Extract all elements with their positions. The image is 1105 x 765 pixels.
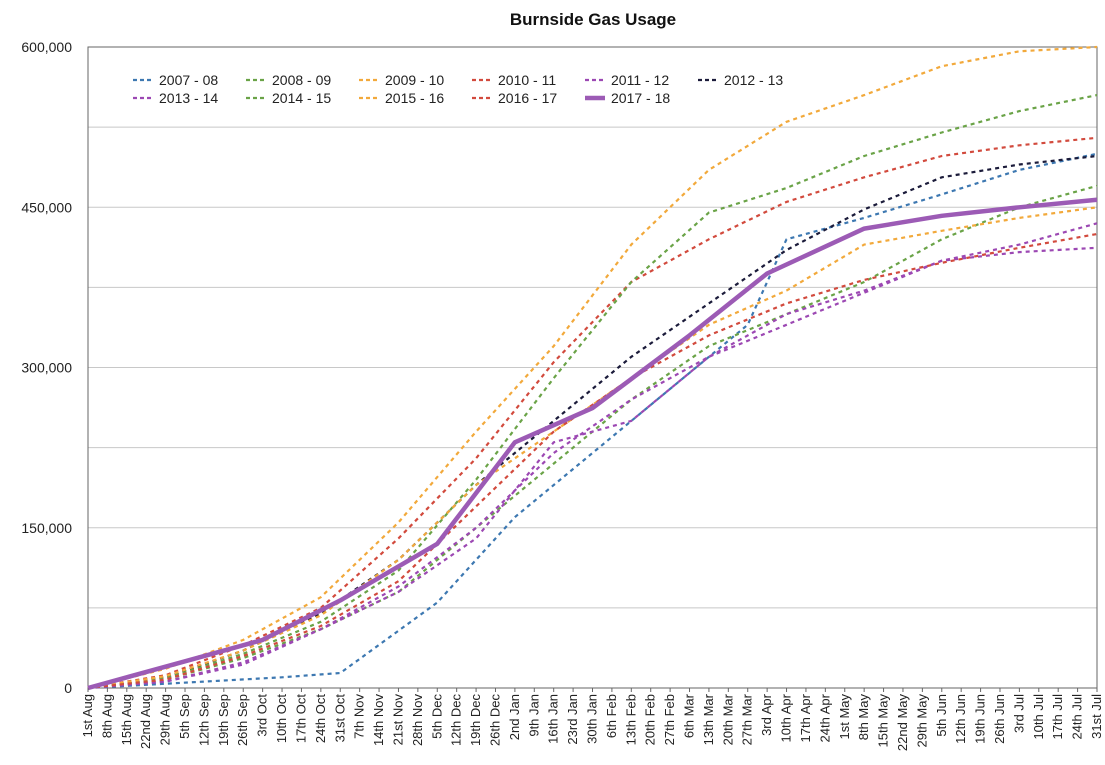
series-line [87,197,1098,691]
x-tick-label: 13th Mar [701,693,716,745]
x-tick-label: 23rd Jan [565,694,580,745]
x-tick-label: 14th Nov [371,694,386,747]
series-line [87,152,1098,690]
x-tick-label: 29th Aug [158,694,173,745]
y-tick-label: 450,000 [21,199,72,215]
y-tick-label: 300,000 [21,360,72,376]
x-tick-label: 26th Dec [487,694,502,747]
x-tick-label: 12th Jun [953,694,968,744]
x-tick-label: 6th Mar [682,693,697,738]
legend-label: 2014 - 15 [272,90,331,106]
legend-label: 2016 - 17 [498,90,557,106]
series-line [87,94,1098,690]
x-tick-label: 31st Oct [332,694,347,743]
series-line [87,232,1098,690]
x-tick-label: 6th Feb [604,694,619,738]
legend-label: 2015 - 16 [385,90,444,106]
x-tick-label: 31st Jul [1089,694,1104,739]
series-line [87,45,1098,690]
x-tick-label: 19th Jun [973,694,988,744]
y-tick-label: 150,000 [21,520,72,536]
x-tick-label: 24th Jul [1070,694,1085,740]
legend-label: 2008 - 09 [272,72,331,88]
legend-label: 2010 - 11 [498,72,556,88]
x-tick-label: 17th Jul [1050,694,1065,740]
x-tick-label: 21st Nov [390,694,405,746]
y-tick-label: 0 [64,680,72,696]
x-tick-label: 24th Apr [817,693,832,742]
x-tick-label: 10th Jul [1031,694,1046,740]
x-tick-label: 27th Feb [662,694,677,745]
x-tick-label: 19th Dec [468,694,483,747]
x-tick-label: 28th Nov [410,694,425,747]
x-tick-label: 27th Mar [740,693,755,745]
y-tick-label: 600,000 [21,39,72,55]
x-tick-label: 15th Aug [119,694,134,745]
series-line [87,222,1098,690]
x-tick-label: 3rd Jul [1011,694,1026,733]
x-tick-label: 22nd Aug [138,694,153,749]
x-tick-label: 15th May [876,694,891,748]
x-tick-label: 9th Jan [526,694,541,737]
legend-label: 2017 - 18 [611,90,670,106]
x-tick-label: 16th Jan [546,694,561,744]
chart-title: Burnside Gas Usage [510,10,676,29]
x-tick-label: 5th Sep [177,694,192,739]
x-tick-label: 3rd Oct [255,694,270,737]
x-tick-label: 12th Dec [449,694,464,747]
legend-label: 2007 - 08 [159,72,218,88]
x-tick-label: 20th Feb [643,694,658,745]
x-tick-label: 10th Apr [779,693,794,742]
x-tick-label: 24th Oct [313,694,328,744]
x-tick-label: 3rd Apr [759,693,774,736]
legend-label: 2012 - 13 [724,72,783,88]
x-tick-label: 26th Sep [235,694,250,746]
x-tick-label: 2nd Jan [507,694,522,740]
x-tick-label: 8th Aug [99,694,114,738]
x-tick-label: 12th Sep [196,694,211,746]
gridlines [87,46,1098,689]
x-tick-label: 1st May [837,694,852,740]
series-line [87,136,1098,690]
legend-label: 2011 - 12 [611,72,669,88]
x-tick-label: 5th Dec [429,694,444,739]
series-line [87,154,1098,690]
x-tick-label: 17th Apr [798,693,813,742]
legend: 2007 - 08 2008 - 09 2009 - 10 2010 - 11 2011… [133,72,783,106]
x-tick-label: 5th Jun [934,694,949,737]
x-tick-label: 20th Mar [720,693,735,745]
legend-label: 2009 - 10 [385,72,444,88]
y-axis-ticks: 0 150,000 300,000 450,000 600,000 [21,39,72,696]
series-line [87,246,1098,690]
x-tick-label: 22nd May [895,694,910,752]
x-tick-label: 7th Nov [352,694,367,739]
x-axis-ticks: 1st Aug 8th Aug 15th Aug 22nd Aug 29th Aug 5t… [80,688,1104,751]
x-tick-label: 8th May [856,694,871,741]
x-tick-label: 19th Sep [216,694,231,746]
series-lines [87,45,1098,691]
x-tick-label: 30th Jan [585,694,600,744]
x-tick-label: 1st Aug [80,694,95,737]
x-tick-label: 13th Feb [623,694,638,745]
x-tick-label: 26th Jun [992,694,1007,744]
x-tick-label: 29th May [914,694,929,748]
x-tick-label: 17th Oct [293,694,308,744]
legend-label: 2013 - 14 [159,90,218,106]
x-tick-label: 10th Oct [274,694,289,744]
